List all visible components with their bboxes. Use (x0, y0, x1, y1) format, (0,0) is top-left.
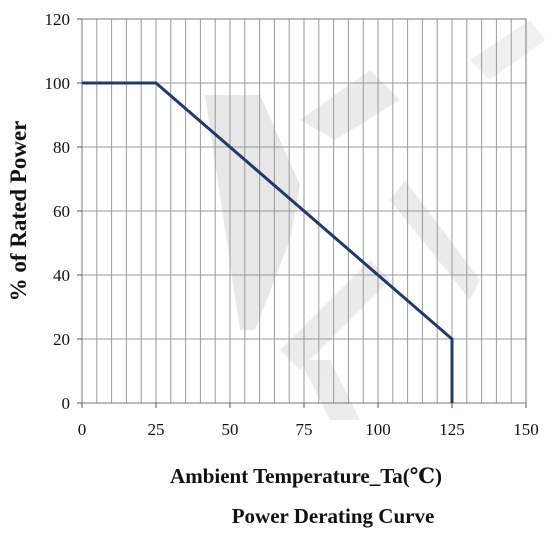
y-axis-label: % of Rated Power (6, 121, 31, 302)
x-tick-label: 0 (78, 420, 87, 439)
x-tick-label: 25 (148, 420, 165, 439)
y-tick-label: 100 (45, 74, 71, 93)
y-tick-label: 40 (53, 266, 70, 285)
y-tick-label: 20 (53, 330, 70, 349)
x-tick-label: 100 (365, 420, 391, 439)
axes (77, 18, 527, 408)
watermark-logo (205, 20, 545, 420)
series-group (82, 81, 454, 403)
y-tick-label: 60 (53, 202, 70, 221)
x-tick-label: 150 (513, 420, 539, 439)
x-tick-label: 50 (222, 420, 239, 439)
series-line (82, 81, 454, 403)
y-tick-label: 0 (62, 394, 71, 413)
y-tick-label: 120 (45, 10, 71, 29)
y-tick-label: 80 (53, 138, 70, 157)
x-axis-label: Ambient Temperature_Ta(℃) (170, 464, 442, 488)
x-tick-label: 75 (296, 420, 313, 439)
y-tick-labels: 0 20 40 60 80 100 120 (45, 10, 71, 413)
chart-title: Power Derating Curve (232, 504, 435, 528)
x-tick-label: 125 (439, 420, 465, 439)
x-tick-labels: 0 25 50 75 100 125 150 (78, 420, 539, 439)
